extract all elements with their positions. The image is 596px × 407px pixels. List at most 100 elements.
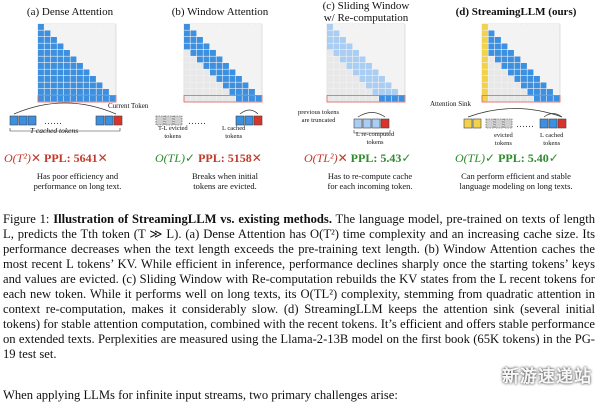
matrix-cell: [249, 89, 255, 95]
matrix-cell: [521, 37, 527, 43]
matrix-cell: [392, 63, 398, 69]
matrix-cell: [249, 95, 255, 102]
matrix-cell: [495, 76, 501, 82]
matrix-cell: [333, 89, 340, 95]
matrix-cell: [540, 69, 547, 76]
panel-a-desc: Has poor efficiency and performance on l…: [10, 171, 145, 191]
matrix-cell: [236, 89, 242, 95]
matrix-cell: [77, 50, 83, 56]
matrix-cell: [359, 69, 366, 76]
matrix-cell: [392, 69, 398, 76]
matrix-cell: [547, 82, 553, 89]
matrix-cell: [70, 89, 77, 95]
matrix-cell: [359, 63, 366, 69]
caption-line-7: in context re-computation, makes it cons…: [3, 287, 595, 316]
matrix-cell: [83, 30, 90, 37]
matrix-cell: [190, 24, 197, 30]
local-arc-d: [543, 113, 563, 118]
matrix-cell: [366, 69, 372, 76]
attention-arc-a: [13, 102, 117, 115]
recomputed-token-c: [371, 118, 381, 129]
matrix-cell: [90, 82, 96, 89]
matrix-cell: [353, 56, 359, 63]
matrix-cell: [353, 76, 359, 82]
matrix-cell: [197, 24, 203, 30]
matrix-cell: [514, 63, 521, 69]
matrix-cell: [216, 82, 223, 89]
matrix-cell: [366, 37, 372, 43]
matrix-cell: [210, 82, 216, 89]
matrix-cell: [223, 82, 229, 89]
matrix-cell: [236, 30, 242, 37]
matrix-cell: [501, 50, 508, 56]
matrix-cell: [210, 69, 216, 76]
matrix-cell: [327, 63, 333, 69]
panel-a-complexity-mark: ✕: [30, 151, 41, 165]
matrix-cell: [353, 37, 359, 43]
matrix-cell: [392, 89, 398, 95]
panel-b-complexity: O(TL): [155, 151, 186, 165]
matrix-cell: [385, 24, 392, 30]
panel-d-evicted-line2: tokens: [494, 139, 512, 147]
matrix-cell: [521, 95, 527, 102]
matrix-cell: [547, 24, 553, 30]
matrix-cell: [90, 89, 96, 95]
matrix-cell: [210, 56, 216, 63]
matrix-cell: [379, 37, 385, 43]
caption-line-9: and offers stable performance on extende…: [3, 317, 596, 346]
matrix-cell: [57, 89, 64, 95]
matrix-cell: [44, 63, 51, 69]
matrix-cell: [184, 89, 190, 95]
matrix-cell: [249, 69, 255, 76]
matrix-cell: [236, 82, 242, 89]
matrix-cell: [44, 76, 51, 82]
token-a: [27, 115, 37, 126]
matrix-cell: [90, 30, 96, 37]
panel-c-metric: O(TL²)✕ PPL: 5.43✓: [304, 151, 411, 166]
matrix-cell: [353, 50, 359, 56]
matrix-cell: [366, 30, 372, 37]
matrix-cell: [190, 50, 197, 56]
matrix-cell: [223, 76, 229, 82]
caption-line-5: Window with Re-computation rebuilds the …: [3, 272, 595, 301]
matrix-cell: [508, 82, 514, 89]
matrix-cell: [379, 43, 385, 50]
matrix-cell: [109, 30, 116, 37]
matrix-cell: [229, 63, 236, 69]
matrix-cell: [184, 76, 190, 82]
matrix-cell: [527, 24, 534, 30]
matrix-cell: [540, 37, 547, 43]
matrix-cell: [210, 95, 216, 102]
matrix-cell: [223, 30, 229, 37]
matrix-cell: [83, 69, 90, 76]
matrix-cell: [534, 69, 540, 76]
matrix-cell: [359, 30, 366, 37]
matrix-cell: [184, 24, 190, 30]
matrix-cell: [495, 63, 501, 69]
matrix-cell: [379, 82, 385, 89]
matrix-cell: [229, 43, 236, 50]
matrix-cell: [521, 69, 527, 76]
matrix-cell: [346, 69, 353, 76]
matrix-cell: [38, 37, 44, 43]
matrix-cell: [385, 30, 392, 37]
matrix-cell: [540, 89, 547, 95]
matrix-cell: [340, 82, 346, 89]
matrix-cell: [327, 69, 333, 76]
matrix-cell: [70, 69, 77, 76]
attention-arc-c: [357, 112, 386, 118]
matrix-cell: [216, 24, 223, 30]
matrix-cell: [70, 56, 77, 63]
matrix-cell: [333, 24, 340, 30]
evicted-token-b: [164, 115, 174, 126]
matrix-cell: [38, 30, 44, 37]
matrix-cell: [216, 63, 223, 69]
token-d: [548, 118, 558, 129]
matrix-cell: [534, 89, 540, 95]
panel-b-desc-line2: tokens are evicted.: [193, 181, 257, 191]
matrix-cell: [70, 95, 77, 102]
matrix-cell: [372, 69, 379, 76]
matrix-cell: [482, 50, 488, 56]
matrix-cell: [553, 24, 560, 30]
matrix-cell: [249, 76, 255, 82]
